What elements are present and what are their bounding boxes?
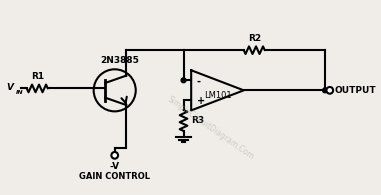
Circle shape [181, 78, 186, 83]
Text: IN: IN [16, 90, 24, 95]
Text: R3: R3 [191, 116, 204, 125]
Text: R1: R1 [31, 72, 44, 81]
Text: 2N3885: 2N3885 [100, 56, 139, 65]
Text: +: + [197, 96, 205, 106]
Text: -: - [197, 76, 201, 86]
Text: -V: -V [110, 162, 120, 171]
Text: OUTPUT: OUTPUT [335, 86, 376, 95]
Circle shape [327, 87, 333, 94]
Text: LM101: LM101 [204, 91, 231, 100]
Text: V: V [6, 83, 13, 92]
Circle shape [323, 88, 327, 93]
Text: SimpleCircuitDiagram.Com: SimpleCircuitDiagram.Com [165, 95, 255, 162]
Circle shape [111, 152, 118, 159]
Text: GAIN CONTROL: GAIN CONTROL [79, 172, 150, 181]
Text: R2: R2 [248, 34, 261, 43]
